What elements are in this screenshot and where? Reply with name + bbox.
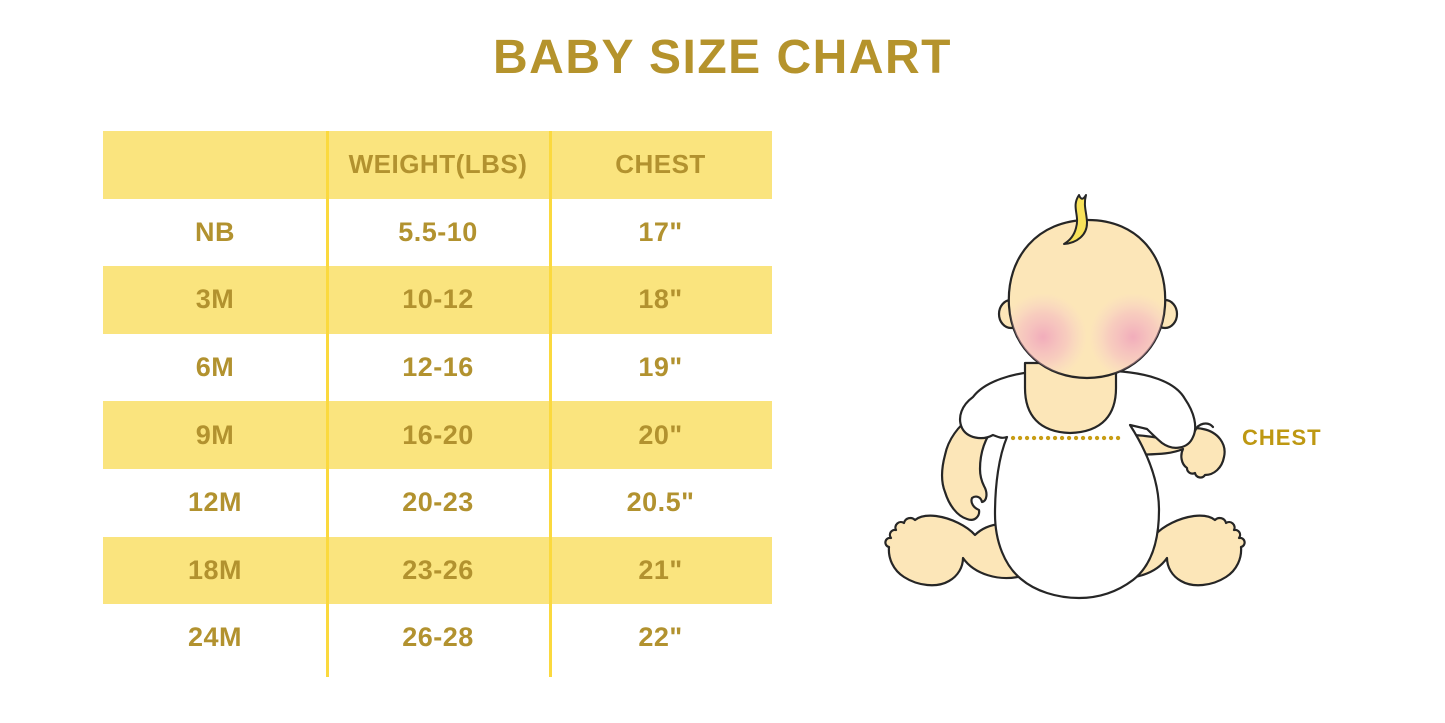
baby-hair-curl (1063, 194, 1088, 245)
weight-cell: 23-26 (402, 554, 474, 585)
size-cell: 9M (195, 419, 235, 450)
column-divider (326, 131, 329, 677)
size-cell: 24M (187, 622, 243, 653)
page-title: BABY SIZE CHART (493, 31, 952, 84)
table-row: 24M 26-28 22" (103, 604, 772, 672)
chest-cell: 18" (638, 284, 683, 315)
table-row: 12M 20-23 20.5" (103, 468, 772, 537)
baby-onesie (958, 369, 1197, 600)
header-chest-cell: CHEST (615, 149, 706, 180)
header-weight-cell: WEIGHT(LBS) (348, 149, 528, 180)
size-cell: 6M (195, 352, 235, 383)
table-row: NB 5.5-10 17" (103, 198, 772, 267)
weight-cell: 26-28 (402, 622, 474, 653)
table-row: 3M 10-12 18" (103, 266, 772, 334)
chest-cell: 20.5" (626, 487, 695, 518)
chest-cell: 21" (638, 554, 683, 585)
chest-cell: 19" (638, 352, 683, 383)
chest-label: CHEST (1242, 425, 1322, 450)
size-table: WEIGHT(LBS) CHEST NB 5.5-10 17" 3M 10-12… (103, 131, 772, 677)
baby-neck (1023, 361, 1118, 435)
weight-cell: 16-20 (402, 419, 474, 450)
size-cell: 18M (187, 554, 243, 585)
weight-cell: 12-16 (402, 352, 474, 383)
baby-left-arm (940, 413, 997, 521)
chest-cell: 20" (638, 419, 683, 450)
column-divider (549, 131, 552, 677)
table-row: 6M 12-16 19" (103, 333, 772, 402)
weight-cell: 10-12 (402, 284, 474, 315)
size-cell: NB (195, 216, 235, 247)
size-cell: 3M (195, 284, 235, 315)
size-cell: 12M (187, 487, 243, 518)
baby-illustration (884, 194, 1246, 600)
weight-cell: 20-23 (402, 487, 474, 518)
chest-cell: 17" (638, 216, 683, 247)
chest-cell: 22" (638, 622, 683, 653)
weight-cell: 5.5-10 (398, 216, 478, 247)
table-row: 9M 16-20 20" (103, 401, 772, 469)
table-row: 18M 23-26 21" (103, 536, 772, 605)
table-header-row: WEIGHT(LBS) CHEST (103, 131, 772, 199)
